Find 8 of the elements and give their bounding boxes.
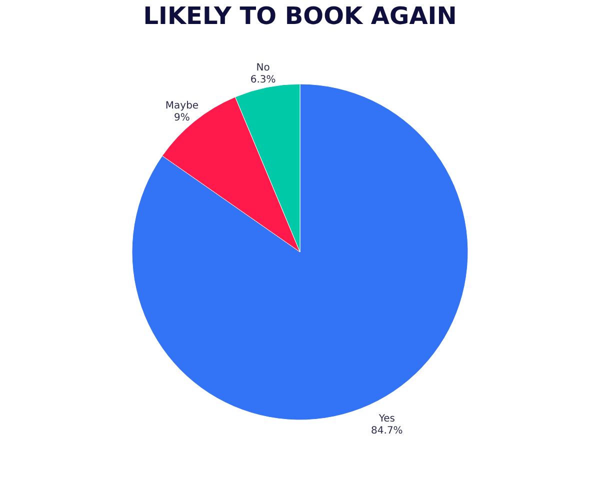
pie-slice: [132, 84, 468, 420]
chart-title: LIKELY TO BOOK AGAIN: [143, 2, 457, 30]
slice-label: No: [256, 62, 270, 74]
data-label: 84.7%: [371, 426, 403, 437]
data-label: 9%: [174, 112, 190, 124]
slice-label: Yes: [378, 414, 396, 425]
data-label: 6.3%: [250, 74, 276, 86]
slice-label: Maybe: [165, 100, 199, 112]
